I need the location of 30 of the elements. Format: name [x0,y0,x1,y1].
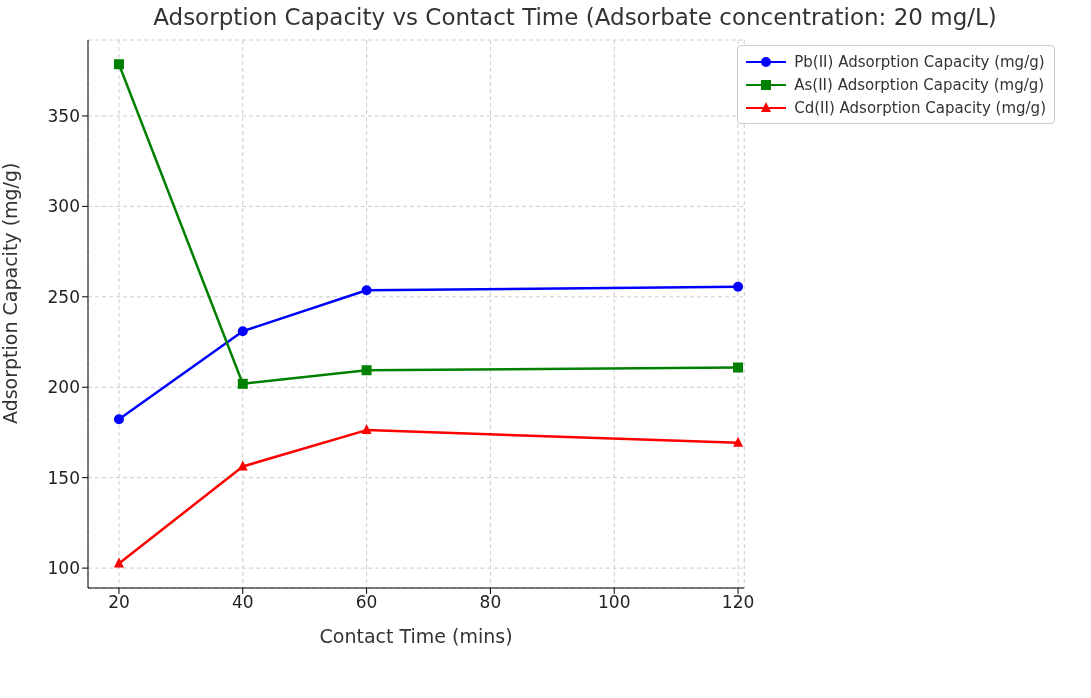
y-tick-label: 300 [47,196,80,217]
legend-label: As(II) Adsorption Capacity (mg/g) [794,75,1045,94]
point [733,362,744,373]
legend-label: Pb(II) Adsorption Capacity (mg/g) [794,52,1045,71]
point [237,378,248,389]
x-tick-label: 40 [231,592,254,613]
y-tick-label: 250 [47,286,80,307]
point [733,436,744,447]
y-tick-label: 100 [47,558,80,579]
point [113,557,124,568]
y-tick-label: 150 [47,467,80,488]
point [113,414,124,425]
x-tick-label: 100 [598,592,631,613]
point [237,460,248,471]
chart-title: Adsorption Capacity vs Contact Time (Adsorbate concentration: 20 mg/L) [152,4,998,30]
y-tick-label: 200 [47,377,80,398]
point [361,365,372,376]
point [237,326,248,337]
x-axis-title: Contact Time (mins) [319,625,513,647]
point [361,285,372,296]
x-tick-label: 120 [721,592,755,613]
x-tick-label: 60 [355,592,378,613]
x-tick-label: 80 [479,592,502,613]
x-tick-label: 20 [108,592,130,613]
point [733,281,744,292]
point [113,59,124,70]
point [361,424,372,435]
legend-label: Cd(II) Adsorption Capacity (mg/g) [794,98,1046,117]
y-axis-title: Adsorption Capacity (mg/g) [0,162,21,424]
y-tick-label: 350 [47,106,80,126]
